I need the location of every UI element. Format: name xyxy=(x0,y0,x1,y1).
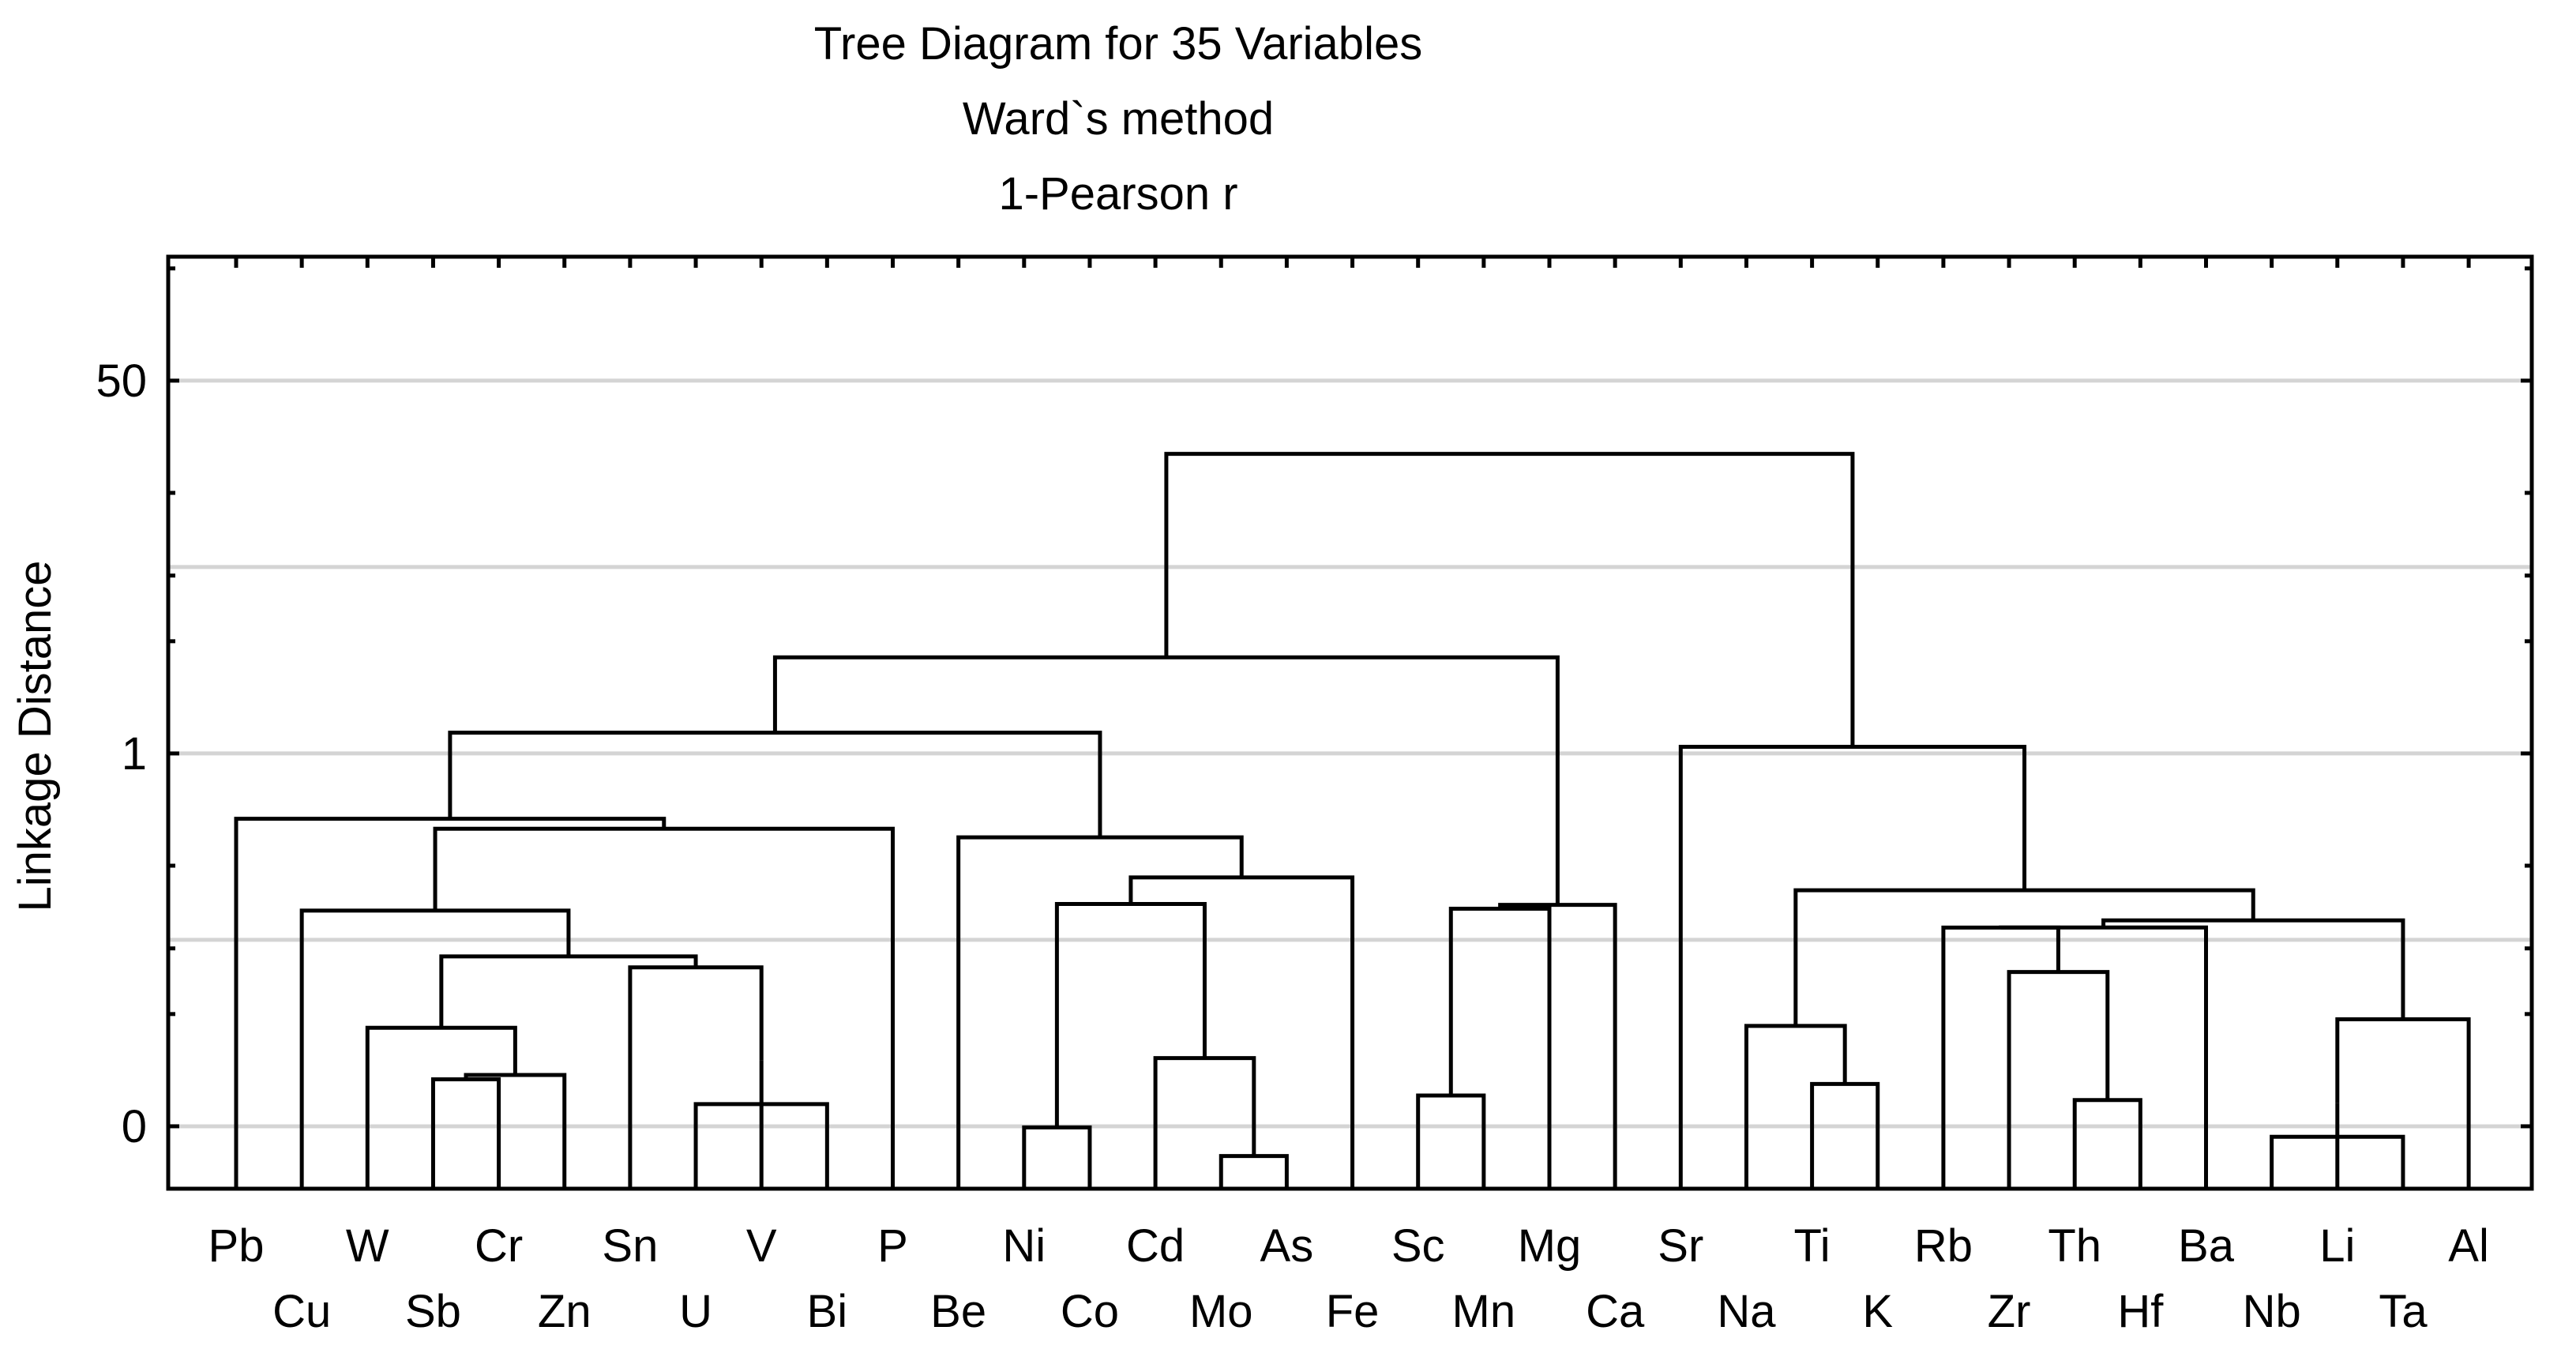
y-tick-label: 0 xyxy=(122,1101,147,1152)
merge-link-m14 xyxy=(365,1025,517,1189)
leaf-label-al: Al xyxy=(2448,1220,2489,1272)
leaf-label-pb: Pb xyxy=(208,1220,265,1272)
leaf-label-v: V xyxy=(746,1220,777,1272)
merge-link-m22 xyxy=(299,908,571,1189)
y-tick-label: 1 xyxy=(122,728,147,780)
merge-link-m26 xyxy=(1793,888,2255,1026)
leaf-label-mg: Mg xyxy=(1518,1220,1582,1272)
leaf-label-th: Th xyxy=(2048,1220,2101,1272)
merge-link-m32 xyxy=(448,731,1102,838)
leaf-label-zn: Zn xyxy=(538,1286,591,1337)
merge-link-m19 xyxy=(1941,925,2060,1189)
merge-link-m9 xyxy=(430,1077,501,1189)
merge-link-m33 xyxy=(772,655,1560,905)
leaf-label-co: Co xyxy=(1061,1286,1119,1337)
merge-link-m28 xyxy=(956,835,1244,1189)
y-tick-label: 50 xyxy=(96,355,147,407)
merge-link-m27 xyxy=(1128,875,1355,1189)
leaf-label-cu: Cu xyxy=(272,1286,331,1337)
leaf-label-be: Be xyxy=(930,1286,986,1337)
leaf-label-k: K xyxy=(1862,1286,1893,1337)
merge-link-m3 xyxy=(1022,1125,1092,1189)
chart-title: Tree Diagram for 35 Variables xyxy=(814,18,1422,70)
leaf-label-cr: Cr xyxy=(475,1220,523,1272)
dendrogram-links xyxy=(234,452,2471,1189)
leaf-label-sn: Sn xyxy=(602,1220,658,1272)
leaf-label-u: U xyxy=(679,1286,712,1337)
merge-link-m24 xyxy=(1448,906,1552,1189)
merge-link-m20 xyxy=(1999,925,2208,1189)
merge-link-m6 xyxy=(2072,1098,2142,1189)
leaf-label-li: Li xyxy=(2319,1220,2355,1272)
leaf-label-fe: Fe xyxy=(1326,1286,1380,1337)
merge-link-m7 xyxy=(1416,1093,1486,1189)
leaf-label-ba: Ba xyxy=(2178,1220,2235,1272)
leaf-label-mo: Mo xyxy=(1189,1286,1253,1337)
gridlines xyxy=(168,378,2532,1129)
leaf-label-as: As xyxy=(1260,1220,1314,1272)
merge-link-m25 xyxy=(1498,903,1617,1189)
merge-link-m8 xyxy=(1810,1081,1880,1189)
leaf-label-rb: Rb xyxy=(1914,1220,1973,1272)
merge-link-m12 xyxy=(1153,1056,1256,1189)
leaf-label-sb: Sb xyxy=(405,1286,461,1337)
merge-link-m29 xyxy=(433,826,895,1189)
merge-link-m16 xyxy=(2007,970,2110,1189)
leaf-label-bi: Bi xyxy=(807,1286,848,1337)
merge-link-m13 xyxy=(1744,1024,1847,1189)
y-axis-label: Linkage Distance xyxy=(9,561,61,912)
leaf-label-ni: Ni xyxy=(1002,1220,1046,1272)
leaf-label-mn: Mn xyxy=(1452,1286,1516,1337)
merge-link-m31 xyxy=(1678,744,2027,1189)
merge-link-m15 xyxy=(2335,1017,2471,1189)
leaf-label-nb: Nb xyxy=(2243,1286,2301,1337)
leaf-label-ca: Ca xyxy=(1586,1286,1645,1337)
merge-link-m21 xyxy=(2101,918,2405,1020)
leaf-label-ta: Ta xyxy=(2379,1286,2428,1337)
merge-link-m18 xyxy=(439,954,698,1028)
leaf-label-w: W xyxy=(346,1220,389,1272)
merge-link-m17 xyxy=(628,965,764,1189)
y-axis-ticks: 0 1 50 xyxy=(96,257,2532,1152)
chart-subtitle-metric: 1-Pearson r xyxy=(998,168,1237,220)
leaf-label-sc: Sc xyxy=(1391,1220,1445,1272)
leaf-label-sr: Sr xyxy=(1658,1220,1703,1272)
leaf-label-hf: Hf xyxy=(2117,1286,2164,1337)
merge-link-m1 xyxy=(1219,1154,1289,1189)
leaf-label-ti: Ti xyxy=(1794,1220,1831,1272)
leaf-label-zr: Zr xyxy=(1988,1286,2031,1337)
merge-link-m34 xyxy=(1164,452,1855,747)
leaf-label-na: Na xyxy=(1717,1286,1776,1337)
merge-link-m30 xyxy=(234,817,667,1189)
plot-frame xyxy=(166,254,2534,1191)
merge-link-m10 xyxy=(464,1073,567,1189)
leaf-label-p: P xyxy=(877,1220,908,1272)
leaf-label-cd: Cd xyxy=(1126,1220,1185,1272)
chart-subtitle-method: Ward`s method xyxy=(963,93,1274,145)
merge-link-m23 xyxy=(1054,901,1207,1128)
